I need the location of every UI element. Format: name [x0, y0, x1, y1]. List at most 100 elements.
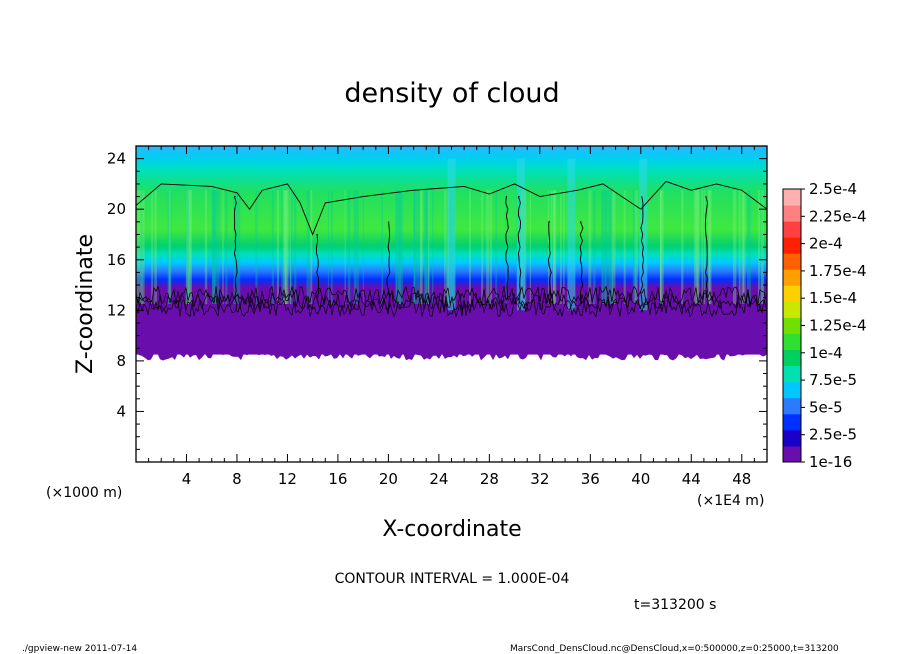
- field-streak: [212, 190, 215, 304]
- field-streak: [285, 190, 289, 304]
- field-streak: [486, 190, 490, 304]
- field-streak: [693, 190, 697, 304]
- field-streak: [141, 190, 145, 304]
- x-scale-note: (×1E4 m): [697, 493, 764, 509]
- field-streak: [695, 190, 700, 304]
- colorbar-segment: [783, 333, 801, 351]
- contour-vertical: [386, 221, 391, 305]
- colorbar-segment: [783, 237, 801, 254]
- contour-lines: [136, 180, 767, 318]
- field-streak: [552, 190, 557, 304]
- field-streak: [416, 190, 420, 304]
- colorbar-segment: [783, 349, 801, 367]
- field-streak: [282, 190, 287, 304]
- colorbar-segment: [783, 189, 801, 206]
- colorbar-segment: [783, 285, 801, 302]
- field-streak: [225, 190, 228, 304]
- footer-right: MarsCond_DensCloud.nc@DensCloud,x=0:5000…: [510, 644, 839, 654]
- field-channel: [447, 158, 456, 311]
- field-streak: [362, 190, 365, 304]
- x-axis-label: X-coordinate: [382, 517, 521, 542]
- field-streak: [757, 190, 761, 304]
- field-streak: [396, 190, 400, 304]
- field-streak: [505, 190, 507, 304]
- field-streak: [468, 190, 471, 304]
- field-streak: [294, 190, 297, 304]
- contour-vertical: [315, 234, 320, 305]
- field-streak: [204, 190, 208, 304]
- y-tick-label: 16: [107, 251, 126, 269]
- field-streak: [592, 190, 596, 304]
- field-streak: [588, 190, 592, 304]
- field-streak: [603, 190, 607, 304]
- colorbar-segment: [783, 429, 801, 447]
- field-streak: [431, 190, 434, 304]
- colorbar-segment: [783, 221, 801, 238]
- field-streak: [607, 190, 611, 304]
- field-streak: [707, 190, 711, 304]
- colorbar-label: 7.5e-5: [809, 371, 857, 389]
- colorbar-label: 2.5e-4: [809, 180, 857, 198]
- y-tick-label: 20: [107, 200, 126, 218]
- field-streak: [601, 190, 603, 304]
- colorbar-segment: [783, 445, 801, 463]
- field-streak: [444, 190, 446, 304]
- field-streak: [604, 190, 608, 304]
- colorbar-label: 1e-16: [809, 453, 852, 471]
- field-streak: [353, 190, 356, 304]
- colorbar-label: 1e-4: [809, 344, 843, 362]
- field-streak: [413, 190, 416, 304]
- field-streak: [395, 190, 398, 304]
- colorbar-label: 2.25e-4: [809, 207, 867, 225]
- field-streak: [188, 190, 190, 304]
- field-streak: [168, 190, 171, 304]
- colorbar-labels: 1e-16 2.5e-5 5e-5 7.5e-5 1e-4 1.25e-4 1.5e-4 1.…: [801, 180, 867, 471]
- field-streak: [420, 190, 423, 304]
- field-streak: [634, 190, 638, 304]
- contour-vertical: [640, 196, 644, 305]
- colorbar-label: 1.5e-4: [809, 289, 857, 307]
- field-streak: [310, 190, 313, 304]
- field-streak: [732, 190, 737, 304]
- field-streak: [423, 190, 428, 304]
- field-streak: [306, 190, 310, 304]
- field-streak: [420, 190, 422, 304]
- colorbar-label: 1.75e-4: [809, 262, 867, 280]
- x-tick-label: 44: [682, 470, 701, 488]
- colorbar: [782, 188, 802, 463]
- contour-vertical: [579, 221, 584, 305]
- y-tick-label: 8: [116, 352, 126, 370]
- field-streak: [547, 190, 550, 304]
- y-axis-label: Z-coordinate: [73, 234, 98, 374]
- field-streak: [701, 190, 704, 304]
- footer-left: ./gpview-new 2011-07-14: [22, 644, 137, 654]
- field-streak: [681, 190, 684, 304]
- colorbar-segment: [783, 317, 801, 335]
- field-streak: [189, 190, 192, 304]
- contour-interval-text: CONTOUR INTERVAL = 1.000E-04: [335, 571, 570, 587]
- field-streak: [445, 190, 449, 304]
- field-streak: [281, 190, 284, 304]
- x-tick-label: 8: [232, 470, 242, 488]
- field-streak: [154, 190, 157, 304]
- colorbar-segment: [783, 301, 801, 318]
- x-tick-label: 32: [530, 470, 549, 488]
- field-streak: [495, 190, 497, 304]
- field-streak: [602, 190, 605, 304]
- field-streak: [214, 190, 217, 304]
- field-texture: [136, 158, 767, 361]
- field-streak: [660, 190, 664, 304]
- field-streak: [481, 190, 484, 304]
- field-streak: [760, 190, 764, 304]
- field-streak: [216, 190, 220, 304]
- field-streak: [529, 190, 532, 304]
- field-streak: [222, 190, 224, 304]
- contour-band: [136, 285, 767, 305]
- field-streak: [609, 190, 613, 304]
- field-streak: [289, 190, 293, 304]
- field-streak: [284, 190, 288, 304]
- x-tick-label: 40: [631, 470, 650, 488]
- field-streak: [185, 190, 190, 304]
- colorbar-segment: [783, 205, 801, 222]
- field-streak: [553, 190, 556, 304]
